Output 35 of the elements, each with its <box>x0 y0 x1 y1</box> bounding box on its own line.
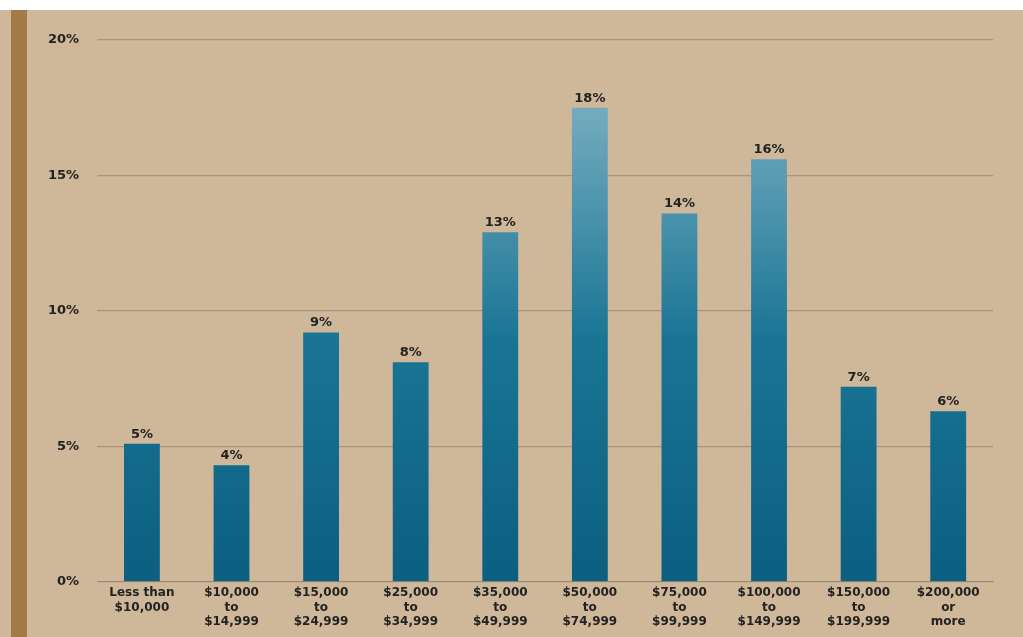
y-tick-label: 20% <box>47 31 80 47</box>
x-tick-label: $100,000 to $149,999 <box>737 585 801 628</box>
x-tick-label: $50,000 to $74,999 <box>562 585 618 628</box>
x-tick-label: $150,000 to $199,999 <box>827 585 891 628</box>
data-label: 7% <box>847 368 870 384</box>
bar <box>930 411 967 582</box>
data-label: 5% <box>130 425 153 441</box>
y-tick-label: 15% <box>47 166 80 182</box>
y-tick-label: 0% <box>57 573 80 589</box>
bar <box>482 232 519 582</box>
bar <box>303 332 340 582</box>
data-label: 9% <box>310 314 333 330</box>
x-tick-label: $25,000 to $34,999 <box>383 585 438 628</box>
x-tick-label: $10,000 to $14,999 <box>204 585 259 628</box>
data-label: 18% <box>574 89 606 105</box>
bar <box>392 362 429 582</box>
x-tick-label: $200,000 or more <box>916 585 980 628</box>
x-tick-label: $75,000 to $99,999 <box>652 585 707 628</box>
data-label: 4% <box>220 447 243 463</box>
y-tick-label: 10% <box>47 302 80 318</box>
data-label: 6% <box>937 393 960 409</box>
data-label: 16% <box>753 141 785 157</box>
bar <box>661 213 698 582</box>
bar <box>751 159 787 582</box>
bar <box>213 465 250 582</box>
bar <box>571 107 608 582</box>
bar <box>840 386 877 582</box>
bar <box>123 443 160 582</box>
x-tick-label: $15,000 to $24,999 <box>293 585 349 628</box>
data-label: 14% <box>663 195 695 211</box>
y-tick-label: 5% <box>57 437 80 453</box>
data-label: 13% <box>484 214 516 230</box>
x-tick-label: $35,000 to $49,999 <box>472 585 528 628</box>
data-label: 8% <box>399 344 422 360</box>
x-tick-label: Less than $10,000 <box>109 585 175 614</box>
